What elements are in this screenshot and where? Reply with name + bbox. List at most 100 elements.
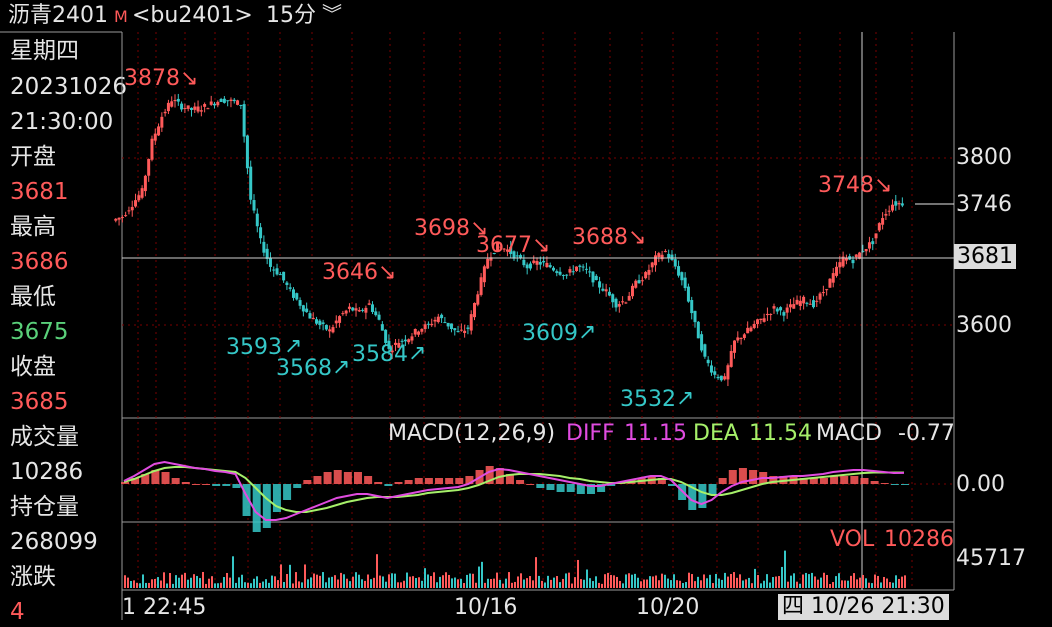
- macd-histogram-bar: [141, 474, 150, 484]
- candle-body: [723, 376, 727, 380]
- volume-bar: [241, 574, 243, 588]
- volume-bar: [571, 583, 573, 588]
- time-tick-1020: 10/20: [636, 595, 700, 620]
- volume-bar: [136, 582, 138, 588]
- open-value: 3681: [10, 179, 69, 205]
- candle-body: [788, 304, 792, 308]
- volume-bar: [622, 583, 624, 588]
- annotation-high: 3646: [322, 260, 378, 285]
- chevron-down-icon[interactable]: ︾: [322, 2, 342, 26]
- candle-body: [897, 203, 901, 205]
- candle-body: [160, 116, 164, 128]
- volume-bar: [748, 577, 750, 588]
- volume-bar: [889, 582, 891, 588]
- candle-body: [170, 101, 174, 107]
- candle-body: [657, 253, 661, 258]
- candle-body: [654, 255, 658, 266]
- arrow-down-right-icon: ↘: [470, 216, 489, 241]
- volume-bar: [178, 577, 180, 588]
- candle-body: [377, 314, 381, 320]
- candle-body: [443, 322, 447, 324]
- candle-body: [561, 274, 565, 276]
- high-label: 最高: [10, 214, 56, 240]
- volume-bar: [844, 580, 846, 588]
- volume-bar: [829, 583, 831, 588]
- volume-bar: [871, 583, 873, 588]
- candle-body: [551, 267, 555, 271]
- volume-bar: [550, 579, 552, 588]
- period-selector[interactable]: 15分: [266, 3, 316, 28]
- volume-bar: [295, 572, 297, 588]
- macd-histogram-bar: [901, 484, 909, 485]
- annotation-low: 3609: [522, 321, 578, 346]
- candle-body: [811, 300, 815, 308]
- volume-bar: [847, 580, 849, 588]
- candle-body: [614, 298, 618, 308]
- volume-bar: [475, 582, 477, 588]
- volume-bar: [466, 574, 468, 588]
- candle-body: [535, 261, 539, 265]
- candle-body: [486, 258, 490, 269]
- volume-bar: [745, 579, 747, 588]
- candle-body: [473, 302, 477, 318]
- candle-body: [782, 312, 786, 316]
- arrow-down-right-icon: ↘: [628, 225, 647, 250]
- volume-bar: [517, 576, 519, 588]
- volume-bar: [697, 576, 699, 588]
- volume-bar: [307, 579, 309, 588]
- candle-body: [193, 106, 197, 110]
- volume-bar: [649, 576, 651, 588]
- candle-body: [137, 195, 141, 201]
- symbol-name[interactable]: 沥青2401: [8, 3, 108, 28]
- volume-bar: [643, 579, 645, 588]
- candle-body: [268, 258, 272, 267]
- macd-histogram-bar: [394, 482, 403, 484]
- volume-bar: [559, 582, 561, 588]
- open-interest-value: 268099: [10, 529, 98, 555]
- candle-body: [262, 241, 266, 253]
- candle-body: [436, 316, 440, 323]
- candle-body: [301, 305, 305, 312]
- candle-body: [186, 105, 190, 109]
- volume-bar: [262, 581, 264, 588]
- volume-bar: [328, 577, 330, 588]
- candle-body: [318, 320, 322, 326]
- candle-body: [509, 246, 513, 254]
- arrow-down-right-icon: ↘: [180, 66, 199, 91]
- candle-body: [384, 329, 388, 343]
- volume-bar: [454, 577, 456, 588]
- arrow-up-right-icon: ↗: [284, 334, 303, 359]
- volume-bar: [688, 572, 690, 588]
- macd-histogram-bar: [840, 476, 849, 484]
- macd-histogram-bar: [151, 470, 160, 484]
- volume-bar: [259, 582, 261, 588]
- symbol-code[interactable]: <bu2401>: [132, 3, 253, 28]
- volume-bar: [526, 578, 528, 588]
- volume-bar: [808, 574, 810, 588]
- arrow-down-right-icon: ↘: [532, 233, 551, 258]
- volume-bar: [640, 581, 642, 588]
- volume-bar: [652, 576, 654, 588]
- volume-bar: [130, 580, 132, 588]
- candle-body: [127, 210, 131, 212]
- candle-body: [387, 340, 391, 349]
- volume-bar: [187, 579, 189, 588]
- candle-body: [482, 266, 486, 283]
- volume-bar: [346, 578, 348, 588]
- annotation-low: 3584: [352, 342, 408, 367]
- candle-body: [861, 251, 865, 253]
- macd-histogram-bar: [728, 470, 737, 484]
- macd-histogram-bar: [688, 484, 697, 510]
- volume-bar: [139, 583, 141, 588]
- candle-body: [311, 317, 315, 320]
- candle-body: [844, 258, 848, 261]
- candle-body: [871, 241, 875, 245]
- volume-bar: [235, 582, 237, 588]
- candle-body: [611, 294, 615, 303]
- volume-bar: [502, 583, 504, 588]
- volume-bar: [286, 573, 288, 588]
- candle-body: [288, 287, 292, 289]
- candle-body: [189, 107, 193, 110]
- volume-bar: [736, 577, 738, 588]
